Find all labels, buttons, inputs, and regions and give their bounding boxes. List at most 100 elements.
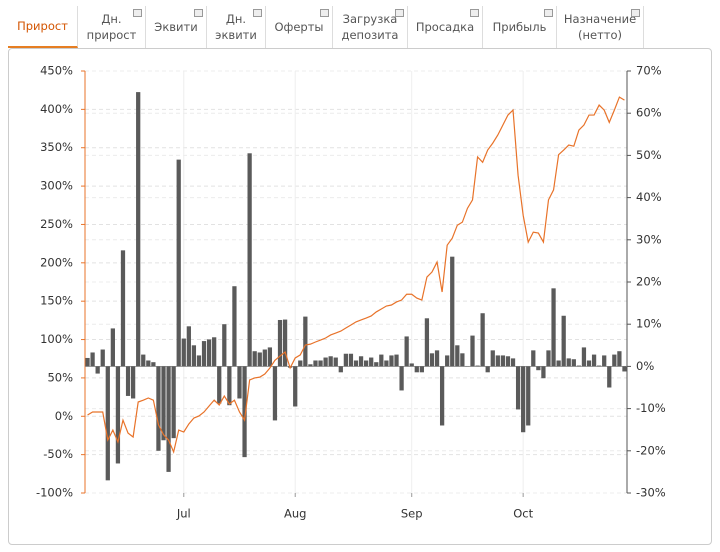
bar [247, 153, 252, 367]
y2-tick-label: 20% [636, 275, 662, 289]
x-tick-label: Jul [176, 507, 191, 521]
bar [424, 318, 430, 367]
bar [125, 366, 131, 396]
bar [105, 366, 110, 481]
bar [303, 316, 308, 367]
y-tick-label: 100% [40, 332, 73, 346]
tab[interactable]: Назначение (нетто) [557, 6, 644, 48]
bar [232, 286, 237, 367]
bar [293, 366, 298, 407]
bar [338, 366, 343, 373]
bar [399, 366, 404, 391]
bar [445, 355, 450, 367]
tab-label[interactable]: Прибыль [492, 20, 547, 34]
y-tick-label: 300% [40, 179, 73, 193]
bar [227, 366, 232, 406]
bar [267, 347, 273, 367]
bar [353, 360, 359, 367]
bar [191, 345, 197, 367]
bar [546, 350, 551, 367]
bar [434, 350, 440, 367]
bar [475, 365, 480, 367]
bar [409, 363, 414, 367]
line [87, 96, 625, 454]
bar [333, 357, 338, 367]
bar [120, 250, 126, 367]
tab-label[interactable]: Назначение (нетто) [563, 12, 637, 42]
bar [252, 351, 257, 367]
bar [450, 256, 455, 367]
bar [136, 92, 141, 367]
bar [348, 353, 354, 367]
bar [576, 365, 582, 367]
tab[interactable]: Дн. прирост [78, 6, 146, 48]
bar [272, 366, 278, 421]
bar [196, 355, 202, 367]
bar [201, 341, 207, 367]
y2-tick-label: 60% [636, 106, 662, 120]
bar [389, 355, 394, 367]
bar [364, 360, 369, 367]
bar [130, 366, 136, 399]
bar [141, 354, 146, 367]
bar [602, 355, 607, 367]
y-tick-label: 350% [40, 140, 73, 154]
tab-label[interactable]: Дн. эквити [215, 12, 257, 42]
bar [166, 366, 171, 472]
bar [591, 354, 597, 367]
bar [95, 366, 100, 374]
chart-panel [8, 48, 712, 545]
bar [217, 366, 222, 404]
tab-label[interactable]: Эквити [154, 20, 198, 34]
bar [161, 366, 166, 441]
tab-label[interactable]: Просадка [415, 20, 475, 34]
bar [485, 366, 490, 373]
y2-tick-label: 40% [636, 190, 662, 204]
tab[interactable]: Загрузка депозита [333, 6, 408, 48]
bar [460, 353, 465, 367]
tab[interactable]: Оферты [266, 6, 333, 48]
y-tick-label: -100% [36, 486, 73, 500]
bar [212, 337, 217, 367]
bar [90, 352, 95, 367]
y2-tick-label: 10% [636, 317, 662, 331]
bar [586, 360, 592, 367]
tab-label[interactable]: Оферты [274, 20, 324, 34]
bar [551, 288, 556, 367]
tab-label[interactable]: Прирост [17, 19, 68, 33]
bar [358, 356, 364, 367]
y-tick-label: 250% [40, 217, 73, 231]
bar [531, 350, 536, 367]
bar [495, 355, 500, 367]
y-tick-label: 0% [55, 409, 73, 423]
bar [490, 350, 495, 367]
bar [571, 359, 576, 367]
bar [561, 315, 566, 367]
x-tick-label: Aug [284, 507, 306, 521]
tab[interactable]: Дн. эквити [207, 6, 266, 48]
bar [581, 347, 587, 367]
tab-label[interactable]: Дн. прирост [86, 12, 137, 42]
y-tick-label: 200% [40, 255, 73, 269]
bar [607, 366, 612, 388]
bar [470, 335, 475, 367]
x-tick-label: Oct [513, 507, 533, 521]
bar [206, 339, 212, 367]
bar [510, 358, 516, 367]
tab[interactable]: Прирост [8, 6, 78, 48]
tab[interactable]: Прибыль [483, 6, 557, 48]
bar [186, 326, 191, 367]
tab[interactable]: Просадка [408, 6, 483, 48]
tab-icon [253, 9, 262, 17]
y2-tick-label: -20% [636, 443, 666, 457]
bar [176, 159, 181, 367]
bar [384, 360, 389, 367]
bar [617, 351, 622, 367]
tab-bar: Прирост Дн. прирост Эквити Дн. эквити Оф… [8, 6, 644, 48]
bar [110, 328, 115, 367]
tab[interactable]: Эквити [146, 6, 207, 48]
tab-label[interactable]: Загрузка депозита [341, 12, 399, 42]
bar [515, 366, 521, 410]
